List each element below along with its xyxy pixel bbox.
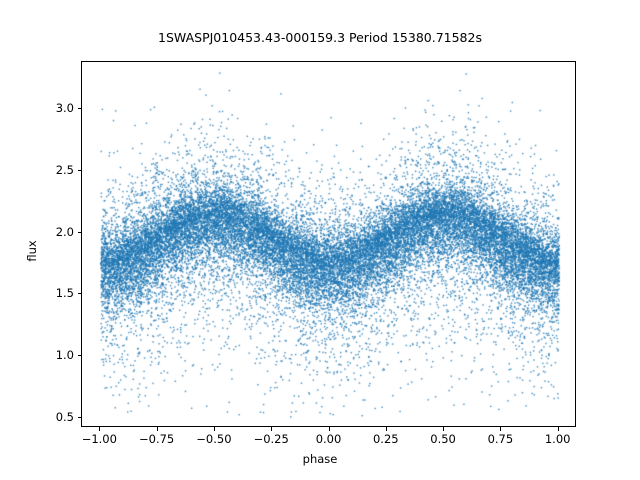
y-axis-tick-labels: 0.5 1.0 1.5 2.0 2.5 3.0 — [30, 0, 74, 480]
x-tick-mark — [557, 427, 559, 431]
x-tick-label: 1.00 — [544, 432, 571, 446]
y-tick-mark — [77, 293, 81, 295]
x-tick-label: 0.00 — [315, 432, 342, 446]
x-tick-mark — [385, 427, 387, 431]
y-tick-label: 2.0 — [55, 224, 74, 239]
x-axis-label: phase — [302, 452, 338, 466]
x-tick-mark — [271, 427, 273, 431]
y-tick-label: 1.5 — [55, 286, 74, 301]
y-tick-label: 2.5 — [55, 162, 74, 177]
y-tick-label: 0.5 — [55, 410, 74, 425]
x-tick-label: 0.75 — [487, 432, 514, 446]
x-tick-label: −0.50 — [196, 432, 232, 446]
y-tick-mark — [77, 417, 81, 419]
scatter-points-layer — [82, 62, 575, 426]
y-tick-mark — [77, 355, 81, 357]
x-tick-mark — [443, 427, 445, 431]
x-tick-mark — [156, 427, 158, 431]
x-tick-mark — [99, 427, 101, 431]
x-tick-label: 0.50 — [430, 432, 456, 446]
x-tick-mark — [500, 427, 502, 431]
chart-title: 1SWASPJ010453.43-000159.3 Period 15380.7… — [158, 30, 482, 45]
y-tick-mark — [77, 231, 81, 233]
y-tick-mark — [77, 169, 81, 171]
plot-axes-area — [81, 61, 576, 427]
x-tick-mark — [328, 427, 330, 431]
x-tick-label: 0.25 — [372, 432, 399, 446]
y-tick-label: 1.0 — [55, 348, 74, 363]
x-tick-label: −0.25 — [253, 432, 289, 446]
y-tick-label: 3.0 — [55, 100, 74, 115]
y-tick-mark — [77, 107, 81, 109]
x-tick-label: −0.75 — [139, 432, 175, 446]
x-tick-label: −1.00 — [81, 432, 117, 446]
x-tick-mark — [213, 427, 215, 431]
y-axis-label: flux — [25, 240, 39, 262]
